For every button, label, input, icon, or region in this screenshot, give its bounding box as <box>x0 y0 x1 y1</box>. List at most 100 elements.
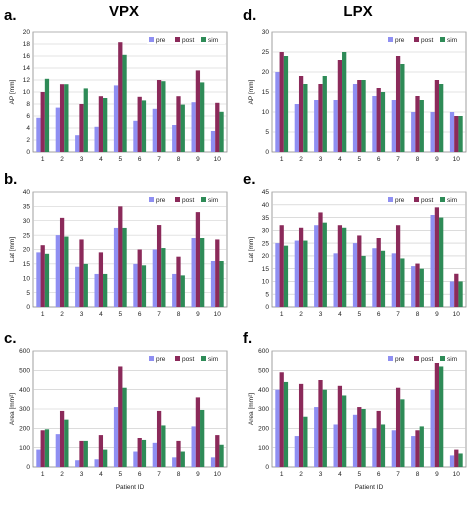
y-tick-label: 200 <box>258 426 269 433</box>
bar-pre <box>36 117 41 152</box>
y-tick-label: 40 <box>262 202 270 209</box>
x-tick-label: 4 <box>338 156 342 163</box>
x-tick-label: 7 <box>396 471 400 478</box>
y-tick-label: 15 <box>23 261 31 268</box>
bar-post <box>395 387 401 467</box>
x-tick-label: 5 <box>357 311 361 318</box>
bar-post <box>376 410 381 467</box>
y-tick-label: 200 <box>19 426 30 433</box>
bar-post <box>79 104 84 152</box>
x-tick-label: 10 <box>214 471 222 478</box>
chart-panel-2: b. 0 5 10 15 20 25 30 35 40 Lat [mm] 1 2 3 4 5 6 7 8 9 10 pre… <box>4 171 228 318</box>
chart-panel-5: f. 0 100 200 300 400 500 600 Area [mm²] 1 2 3 4 5 6 7 8 9… <box>243 330 467 491</box>
x-tick-label: 8 <box>177 471 181 478</box>
x-tick-label: 1 <box>41 156 45 163</box>
x-tick-label: 3 <box>80 311 84 318</box>
bar-post <box>415 263 420 307</box>
bar-post <box>98 96 104 152</box>
y-axis-label: Lat [mm] <box>9 237 16 262</box>
bar-post <box>79 239 84 307</box>
bar-sim <box>439 366 444 467</box>
bar-pre <box>94 459 99 467</box>
y-tick-label: 20 <box>23 247 31 254</box>
bar-pre <box>113 407 119 467</box>
bar-post <box>59 84 65 152</box>
bar-pre <box>191 238 196 307</box>
bar-post <box>118 206 123 307</box>
bar-post <box>357 407 362 467</box>
bar-post <box>395 56 401 152</box>
chart-panel-1: d. 0 5 10 15 20 25 30 AP [mm] 1 2 3 4 5 6 7 8 9 10 pre post s… <box>243 7 467 163</box>
bar-pre <box>94 126 99 152</box>
bar-sim <box>180 451 185 467</box>
y-tick-label: 30 <box>23 218 31 225</box>
y-tick-label: 0 <box>26 464 30 471</box>
bar-post <box>434 207 440 307</box>
legend-swatch-post <box>175 356 180 361</box>
legend-label-pre: pre <box>395 37 405 44</box>
bar-post <box>337 225 343 307</box>
y-tick-label: 10 <box>262 109 270 116</box>
bar-post <box>298 383 304 467</box>
y-tick-label: 300 <box>19 406 30 413</box>
y-tick-label: 14 <box>23 65 31 72</box>
bar-pre <box>133 451 138 467</box>
bar-pre <box>411 266 416 307</box>
x-tick-label: 10 <box>453 156 461 163</box>
bar-pre <box>430 389 435 467</box>
legend-label-pre: pre <box>156 197 166 204</box>
x-tick-label: 4 <box>99 311 103 318</box>
legend-swatch-sim <box>201 197 206 202</box>
bar-sim <box>458 116 463 152</box>
bar-sim <box>64 419 69 467</box>
y-tick-label: 600 <box>19 348 30 355</box>
legend-label-sim: sim <box>447 197 457 204</box>
bar-post <box>156 80 162 152</box>
bar-sim <box>419 426 424 467</box>
panel-label: a. <box>4 7 17 24</box>
bar-post <box>195 70 201 152</box>
y-tick-label: 30 <box>262 228 270 235</box>
bar-sim <box>361 80 366 152</box>
legend-label-post: post <box>182 37 194 44</box>
x-tick-label: 9 <box>435 471 439 478</box>
bar-pre <box>172 125 177 152</box>
bar-pre <box>133 263 138 307</box>
bar-sim <box>419 268 424 307</box>
y-tick-label: 25 <box>262 49 270 56</box>
bar-sim <box>161 425 166 467</box>
bar-pre <box>314 100 319 152</box>
x-tick-label: 4 <box>99 156 103 163</box>
y-tick-label: 30 <box>262 29 270 36</box>
bar-pre <box>55 434 60 467</box>
bar-pre <box>333 424 338 467</box>
x-tick-label: 1 <box>280 156 284 163</box>
bar-pre <box>172 457 177 467</box>
x-tick-label: 5 <box>357 156 361 163</box>
bar-pre <box>210 457 216 467</box>
bar-pre <box>275 389 280 467</box>
bar-pre <box>314 407 319 467</box>
bar-sim <box>400 258 405 307</box>
bar-pre <box>172 273 177 307</box>
bar-post <box>118 42 123 153</box>
bar-post <box>98 435 104 467</box>
x-tick-label: 6 <box>377 471 381 478</box>
bar-post <box>279 52 284 152</box>
legend-label-post: post <box>421 37 433 44</box>
x-tick-label: 1 <box>280 311 284 318</box>
bar-post <box>176 256 181 307</box>
bar-pre <box>55 235 60 307</box>
x-tick-label: 3 <box>80 156 84 163</box>
bar-post <box>215 435 220 467</box>
y-tick-label: 15 <box>262 89 270 96</box>
y-tick-label: 10 <box>23 89 31 96</box>
y-tick-label: 0 <box>26 149 30 156</box>
bar-sim <box>342 227 347 307</box>
bar-pre <box>430 215 435 307</box>
x-tick-label: 5 <box>118 156 122 163</box>
bar-sim <box>64 84 69 152</box>
legend-swatch-sim <box>440 356 445 361</box>
bar-sim <box>122 54 127 152</box>
legend-label-sim: sim <box>447 37 457 44</box>
